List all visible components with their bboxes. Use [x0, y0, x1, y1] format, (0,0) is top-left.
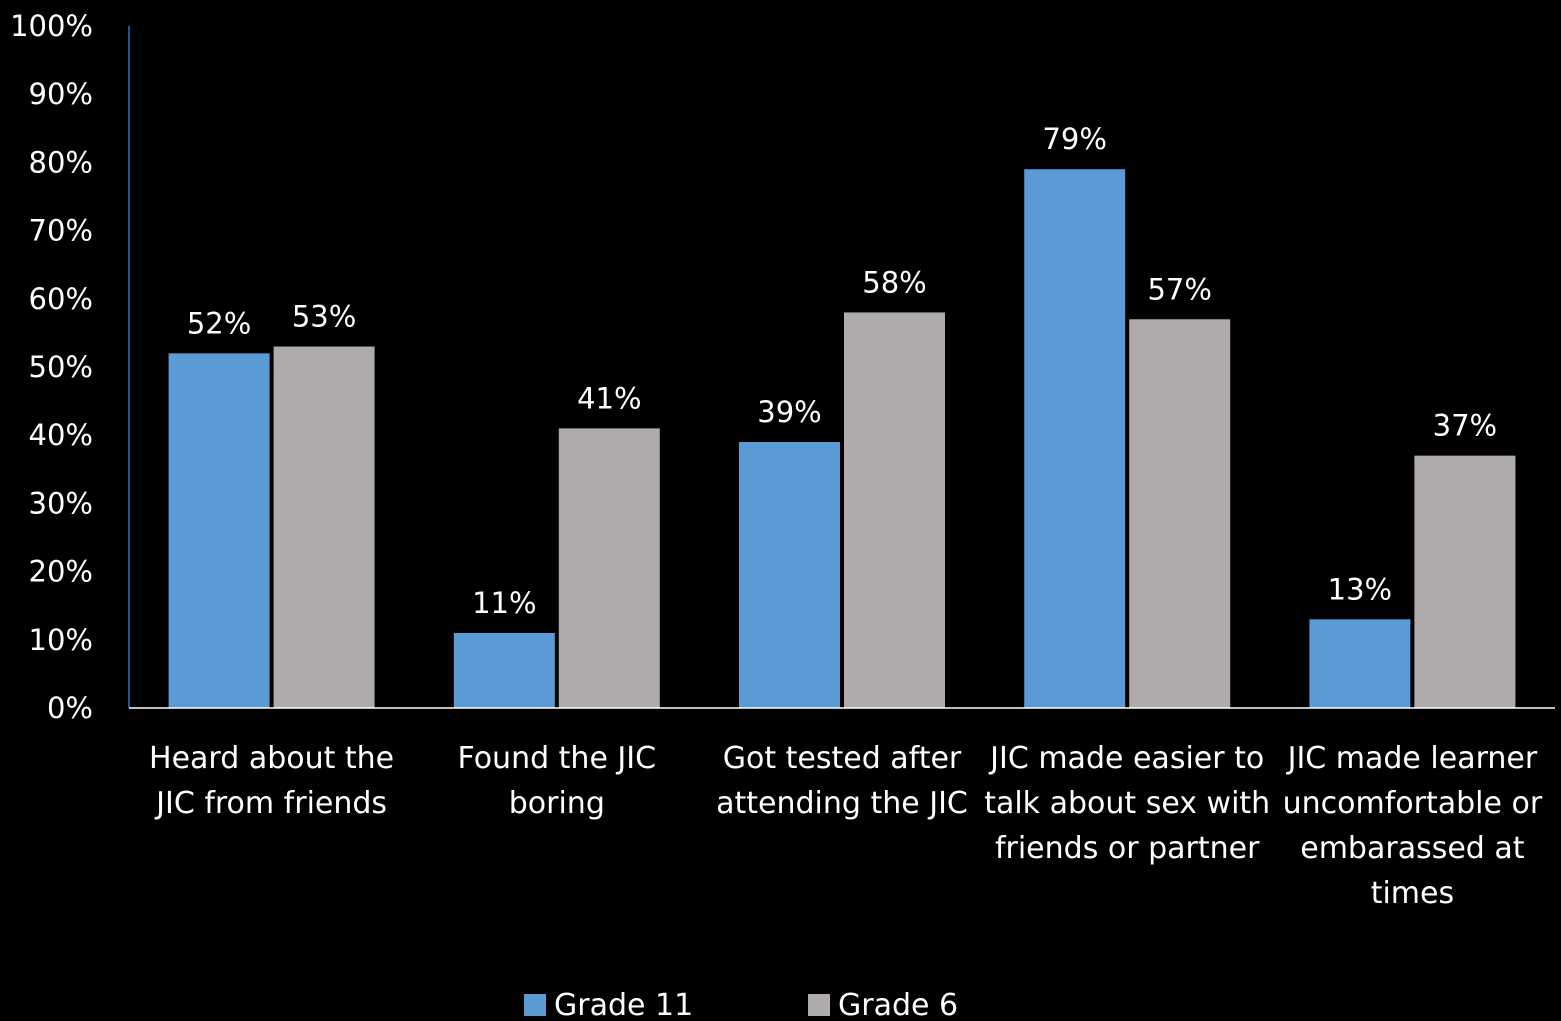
- bar-value-label: 52%: [187, 306, 251, 340]
- bar-grade-11: [1309, 619, 1411, 708]
- y-tick-label: 70%: [29, 214, 93, 248]
- x-category-label: Heard about the JIC from friends: [149, 741, 394, 821]
- bar-value-label: 41%: [577, 381, 641, 415]
- bar-value-label: 11%: [472, 586, 536, 620]
- y-tick-label: 40%: [29, 418, 93, 452]
- bar-value-label: 13%: [1328, 572, 1392, 606]
- y-tick-label: 0%: [47, 691, 93, 725]
- bar-grade-6: [558, 428, 660, 708]
- y-tick-label: 60%: [29, 282, 93, 316]
- bar-value-label: 53%: [292, 300, 356, 334]
- bar-grade-6: [273, 346, 375, 708]
- y-tick-label: 90%: [29, 77, 93, 111]
- legend-swatch: [808, 994, 830, 1016]
- bar-grade-11: [739, 442, 840, 708]
- y-tick-label: 30%: [29, 486, 93, 520]
- bar-grade-6: [1129, 319, 1231, 708]
- bar-grade-11: [453, 632, 555, 708]
- y-tick-label: 80%: [29, 145, 93, 179]
- x-axis-category-labels: Heard about the JIC from friends Found the…: [149, 741, 1543, 911]
- legend-label: Grade 6: [838, 988, 958, 1021]
- y-tick-label: 100%: [10, 9, 93, 43]
- legend-label: Grade 11: [554, 988, 693, 1021]
- bar-value-label: 57%: [1147, 272, 1211, 306]
- x-category-label: Found the JIC boring: [458, 741, 657, 821]
- bar-grade-6: [844, 312, 945, 708]
- y-axis-ticks: 0% 10% 20% 30% 40% 50% 60% 70% 80% 90% 100%: [10, 9, 93, 725]
- legend-swatch: [524, 994, 546, 1016]
- y-tick-label: 20%: [29, 555, 93, 589]
- bar-value-label: 39%: [757, 395, 821, 429]
- bar-grade-11: [168, 353, 270, 708]
- bars: [168, 169, 1516, 709]
- legend: Grade 11 Grade 6: [524, 988, 958, 1021]
- data-labels: 52% 53% 11% 41% 39% 58% 79% 57% 13% 37%: [187, 122, 1497, 620]
- bar-grade-11: [1024, 169, 1126, 709]
- x-category-label: JIC made easier to talk about sex with fri…: [984, 741, 1270, 866]
- bar-grade-6: [1414, 455, 1516, 708]
- x-category-label: Got tested after attending the JIC: [716, 741, 968, 821]
- x-category-label: JIC made learner uncomfortable or embarass…: [1283, 741, 1543, 911]
- bar-value-label: 79%: [1042, 122, 1106, 156]
- y-tick-label: 10%: [29, 623, 93, 657]
- y-tick-label: 50%: [29, 350, 93, 384]
- bar-value-label: 58%: [862, 265, 926, 299]
- bar-value-label: 37%: [1433, 409, 1497, 443]
